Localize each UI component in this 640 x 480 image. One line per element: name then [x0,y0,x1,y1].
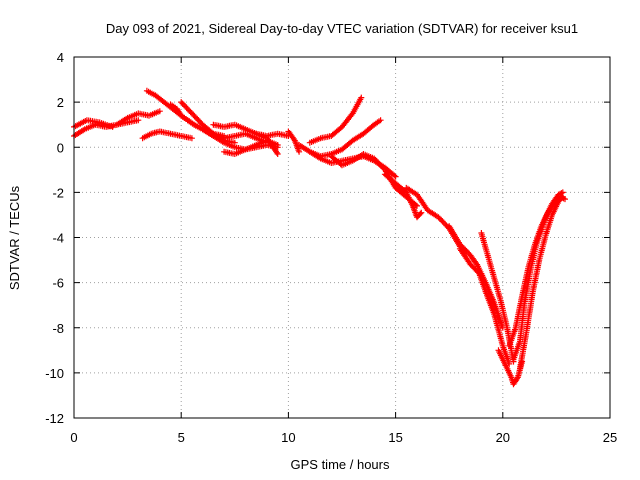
y-tick-label: 2 [57,95,64,110]
y-tick-label: -4 [52,231,64,246]
y-tick-label: -6 [52,276,64,291]
series-markers [139,128,195,142]
y-tick-label: 4 [57,50,64,65]
series-arc-13 [306,94,365,146]
y-tick-label: -8 [52,321,64,336]
series-markers [306,94,365,146]
y-tick-label: -10 [45,366,64,381]
x-axis-label: GPS time / hours [291,457,390,472]
series-markers [510,189,566,363]
series-markers [517,193,566,372]
x-tick-label: 15 [388,430,402,445]
series-arc-25 [517,193,566,372]
series-markers [253,130,281,157]
x-tick-label: 25 [603,430,617,445]
y-tick-label: 0 [57,140,64,155]
series-markers [478,230,517,365]
series-arc-11 [253,130,281,157]
y-tick-label: -12 [45,411,64,426]
series-markers [113,108,163,128]
x-tick-label: 20 [496,430,510,445]
series-arc-24 [506,193,568,349]
series-arc-20 [456,245,513,367]
series-arc-17 [381,171,425,221]
series-markers [381,171,425,221]
chart-title: Day 093 of 2021, Sidereal Day-to-day VTE… [106,21,578,36]
series-markers [506,193,568,349]
series-arc-3 [113,108,163,128]
series-arc-5 [139,128,195,142]
series-arc-23 [510,189,566,363]
x-tick-label: 10 [281,430,295,445]
y-axis-label: SDTVAR / TECUs [7,185,22,290]
axis-ticks: 0 5 10 15 20 25 -12 -10 -8 -6 -4 -2 0 2 4 [45,50,617,445]
series-arc-21 [478,230,517,365]
x-tick-label: 0 [70,430,77,445]
data-points [71,87,568,388]
y-tick-label: -2 [52,185,64,200]
x-tick-label: 5 [178,430,185,445]
series-markers [456,245,513,367]
